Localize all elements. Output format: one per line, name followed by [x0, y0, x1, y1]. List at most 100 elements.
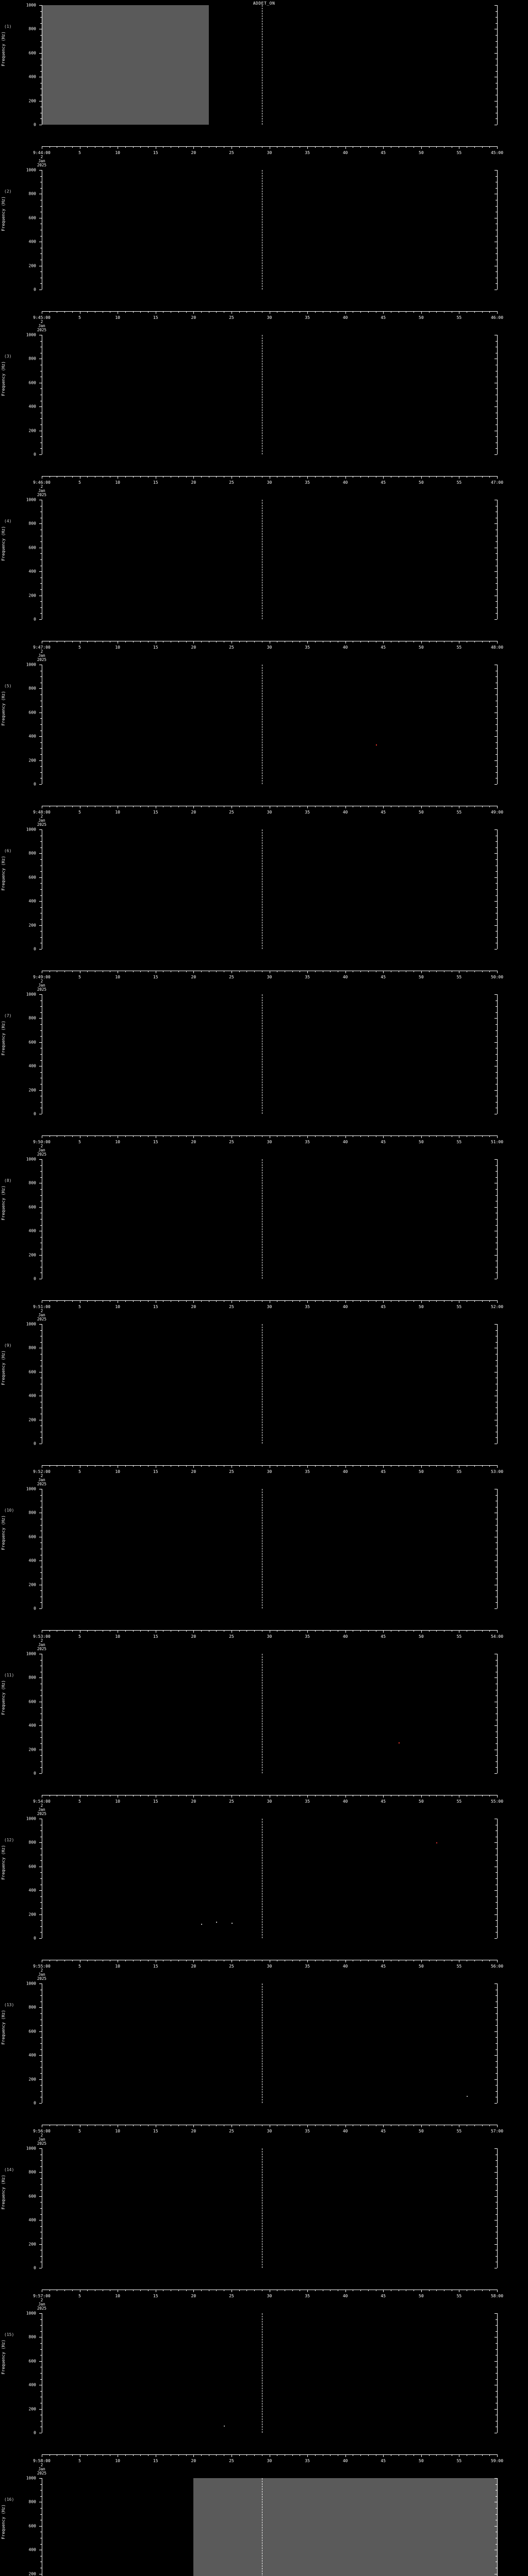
x-minor-tick: [482, 476, 483, 478]
x-tick: [497, 1630, 498, 1633]
y-minor-tick: [496, 2073, 497, 2074]
x-tick-label: 20: [191, 975, 196, 979]
x-tick-label: 35: [305, 1964, 310, 1969]
date-line: 2025: [37, 657, 47, 662]
date-stack-label: 2 Jan 2025: [37, 1144, 46, 1157]
x-tick-label: 45: [381, 1304, 386, 1309]
y-minor-tick: [496, 553, 497, 554]
y-minor-tick: [496, 1012, 497, 1013]
x-tick-label: 25: [229, 645, 234, 650]
x-minor-tick: [315, 476, 316, 478]
x-tick-label-start: 9:44:00: [33, 150, 51, 155]
x-minor-tick: [254, 2454, 255, 2456]
date-line: 2: [40, 1638, 43, 1643]
x-tick: [193, 806, 194, 808]
x-minor-tick: [368, 1465, 369, 1467]
date-line: 2025: [37, 1152, 47, 1157]
x-tick-label: 30: [267, 315, 272, 320]
x-minor-tick: [216, 311, 217, 313]
x-tick-label: 5: [78, 645, 81, 650]
y-minor-tick: [496, 1920, 497, 1921]
panel-index-label: (7): [4, 1013, 12, 1019]
y-tick-label: 400: [28, 2053, 36, 2058]
spectrogram-panel[interactable]: 0 200 400 600 800 1000 (5) Frequency (Hz) 9:48:0…: [0, 663, 528, 827]
y-axis-label: Frequency (Hz): [1, 31, 6, 66]
x-tick: [193, 1630, 194, 1633]
x-tick-label: 50: [419, 975, 424, 979]
x-tick-label-end: 59:00: [490, 2459, 504, 2463]
spectrogram-panel[interactable]: 0 200 400 600 800 1000 (8) Frequency (Hz) 9:51:0…: [0, 1157, 528, 1321]
spectrogram-panel[interactable]: 0 200 400 600 800 1000 (11) Frequency (Hz) 9:54:…: [0, 1652, 528, 1816]
spectrogram-panel[interactable]: 0 200 400 600 800 1000 (9) Frequency (Hz) 9:52:0…: [0, 1322, 528, 1486]
x-minor-tick: [246, 146, 248, 148]
date-line: 2025: [37, 1811, 47, 1816]
y-tick: [39, 454, 42, 455]
spectrogram-panel[interactable]: 0 200 400 600 800 1000 (3) Frequency (Hz) 9:46:0…: [0, 333, 528, 497]
y-tick: [494, 1677, 497, 1679]
x-tick-label: 55: [456, 315, 462, 320]
x-tick-label-start: 9:46:00: [33, 480, 51, 485]
y-minor-tick: [496, 2319, 497, 2320]
x-minor-tick: [428, 806, 430, 807]
y-tick-label: 1000: [26, 1157, 36, 1162]
x-minor-tick: [64, 476, 65, 478]
x-minor-tick: [87, 311, 88, 313]
x-tick: [307, 1300, 308, 1303]
y-tick: [39, 2148, 42, 2149]
x-minor-tick: [201, 1465, 202, 1467]
x-tick: [345, 1465, 346, 1468]
spectrogram-panel[interactable]: 0 200 400 600 800 1000 (13) Frequency (Hz) 9:56:…: [0, 1981, 528, 2146]
y-minor-tick: [496, 118, 497, 120]
x-tick: [497, 311, 498, 314]
y-minor-tick: [496, 41, 497, 42]
spectrogram-panel[interactable]: 0 200 400 600 800 1000 (4) Frequency (Hz) 9:47:0…: [0, 498, 528, 662]
x-minor-tick: [125, 476, 126, 478]
y-minor-tick: [40, 1761, 42, 1762]
x-minor-tick: [360, 146, 361, 148]
x-tick-label: 30: [267, 810, 272, 815]
spectrogram-panel[interactable]: 0 200 400 600 800 1000 (12) Frequency (Hz) 9:55:…: [0, 1817, 528, 1981]
x-minor-tick: [254, 1960, 255, 1961]
y-minor-tick: [496, 1060, 497, 1061]
x-tick-label: 15: [153, 2459, 158, 2463]
spectrogram-panel[interactable]: 0 200 400 600 800 1000 (15) Frequency (Hz) 9:58:…: [0, 2311, 528, 2476]
y-tick: [39, 2409, 42, 2410]
spectrogram-panel[interactable]: 0 200 400 600 800 1000 (7) Frequency (Hz) 9:50:0…: [0, 992, 528, 1157]
y-tick: [39, 2244, 42, 2245]
y-minor-tick: [40, 17, 42, 18]
date-line: Jan: [38, 159, 45, 163]
x-minor-tick: [315, 146, 316, 148]
x-tick-label: 15: [153, 315, 158, 320]
y-minor-tick: [40, 11, 42, 12]
spectrogram-panel[interactable]: 0 200 400 600 800 1000 (10) Frequency (Hz) 9:53:…: [0, 1487, 528, 1651]
y-tick-label: 800: [28, 1675, 36, 1680]
y-minor-tick: [40, 2226, 42, 2227]
x-minor-tick: [428, 971, 430, 972]
y-tick-label: 200: [28, 2242, 36, 2247]
x-minor-tick: [482, 806, 483, 807]
x-tick: [345, 2290, 346, 2292]
x-minor-tick: [133, 2125, 134, 2126]
y-axis-spine-right: [497, 665, 498, 784]
x-tick-label: 5: [78, 315, 81, 320]
x-tick-label: 55: [456, 480, 462, 485]
x-tick-label: 35: [305, 480, 310, 485]
spectrogram-panel[interactable]: 0 200 400 600 800 1000 (14) Frequency (Hz) 9:57:…: [0, 2146, 528, 2311]
x-minor-tick: [292, 1630, 293, 1632]
date-stack-label: 2 Jan 2025: [37, 1804, 46, 1816]
y-minor-tick: [40, 601, 42, 602]
y-tick: [39, 1890, 42, 1891]
x-tick-label: 50: [419, 2459, 424, 2463]
x-minor-tick: [368, 1960, 369, 1961]
x-tick: [307, 2125, 308, 2127]
spectrogram-panel[interactable]: 0 200 400 600 800 1000 (1) Frequency (Hz) 9:44:0…: [0, 3, 528, 167]
y-minor-tick: [496, 1602, 497, 1603]
spectrogram-panel[interactable]: 0 200 400 600 800 1000 (6) Frequency (Hz) 9:49:0…: [0, 827, 528, 992]
y-minor-tick: [40, 2013, 42, 2014]
y-minor-tick: [496, 694, 497, 695]
y-minor-tick: [496, 1524, 497, 1526]
spectrogram-panel[interactable]: 0 200 400 600 800 1000 (2) Frequency (Hz) 9:45:0…: [0, 168, 528, 332]
x-minor-tick: [64, 1136, 65, 1137]
x-tick-label: 25: [229, 1140, 234, 1144]
